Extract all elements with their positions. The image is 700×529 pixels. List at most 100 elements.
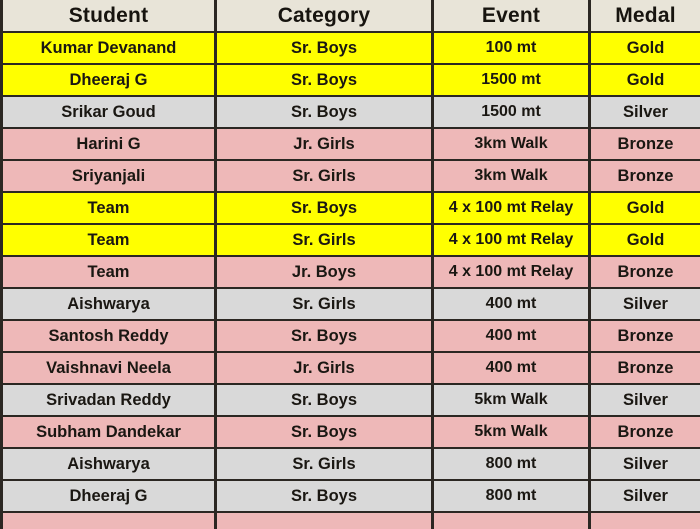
cell-event: 5km Walk <box>433 384 590 416</box>
cell-student-text: Kumar Devanand <box>41 39 177 57</box>
cell-student-text: Dheeraj G <box>70 487 148 505</box>
cell-category: Sr. Girls <box>216 288 433 320</box>
cell-medal <box>590 512 700 529</box>
cell-category-text: Sr. Boys <box>291 103 357 121</box>
cell-category-text: Sr. Girls <box>292 295 355 313</box>
cell-event-text: 1500 mt <box>481 71 541 88</box>
cell-category: Sr. Boys <box>216 320 433 352</box>
cell-student: Vaishnavi Neela <box>2 352 216 384</box>
cell-event-text: 5km Walk <box>474 423 547 440</box>
cell-medal-text: Gold <box>627 71 665 89</box>
cell-event-text: 3km Walk <box>474 167 547 184</box>
cell-medal: Bronze <box>590 256 700 288</box>
cell-event: 800 mt <box>433 480 590 512</box>
cell-student: Team <box>2 224 216 256</box>
cell-event-text: 4 x 100 mt Relay <box>449 263 574 280</box>
cell-category: Sr. Girls <box>216 448 433 480</box>
table-header-row: Student Category Event Medal <box>2 0 700 32</box>
cell-category-text: Sr. Boys <box>291 391 357 409</box>
cell-student: Subham Dandekar <box>2 416 216 448</box>
table-row: Aishwarya Sr. Girls 400 mt Silver <box>2 288 700 320</box>
cell-event: 400 mt <box>433 288 590 320</box>
cell-student <box>2 512 216 529</box>
cell-medal-text: Silver <box>623 295 668 313</box>
cell-student-text: Aishwarya <box>67 295 150 313</box>
cell-event-text: 4 x 100 mt Relay <box>449 231 574 248</box>
cell-student-text: Dheeraj G <box>70 71 148 89</box>
column-header-event: Event <box>433 0 590 32</box>
cell-student-text: Santosh Reddy <box>48 327 168 345</box>
cell-category: Sr. Girls <box>216 224 433 256</box>
cell-medal-text: Bronze <box>618 135 674 153</box>
cell-event <box>433 512 590 529</box>
cell-category: Jr. Girls <box>216 352 433 384</box>
cell-medal: Silver <box>590 448 700 480</box>
cell-category-text: Jr. Boys <box>292 263 356 281</box>
cell-event-text: 400 mt <box>486 359 537 376</box>
cell-category <box>216 512 433 529</box>
cell-medal: Silver <box>590 288 700 320</box>
cell-student-text: Team <box>88 231 130 249</box>
cell-category: Sr. Girls <box>216 160 433 192</box>
table-row: Srikar Goud Sr. Boys 1500 mt Silver <box>2 96 700 128</box>
cell-medal-text: Gold <box>627 199 665 217</box>
table-row: Dheeraj G Sr. Boys 800 mt Silver <box>2 480 700 512</box>
cell-event: 400 mt <box>433 320 590 352</box>
cell-medal: Bronze <box>590 320 700 352</box>
table-header: Student Category Event Medal <box>2 0 700 32</box>
cell-event-text: 400 mt <box>486 295 537 312</box>
cell-category: Sr. Boys <box>216 192 433 224</box>
cell-event: 4 x 100 mt Relay <box>433 224 590 256</box>
cell-category: Jr. Girls <box>216 128 433 160</box>
cell-event-text: 5km Walk <box>474 391 547 408</box>
cell-medal: Silver <box>590 384 700 416</box>
cell-category-text: Jr. Girls <box>293 359 354 377</box>
cell-event-text: 1500 mt <box>481 103 541 120</box>
table-row: Team Jr. Boys 4 x 100 mt Relay Bronze <box>2 256 700 288</box>
cell-student: Team <box>2 192 216 224</box>
table-row: Dheeraj G Sr. Boys 1500 mt Gold <box>2 64 700 96</box>
cell-student-text: Srikar Goud <box>61 103 155 121</box>
cell-category: Sr. Boys <box>216 384 433 416</box>
cell-category-text: Sr. Boys <box>291 327 357 345</box>
cell-student-text: Aishwarya <box>67 455 150 473</box>
cell-medal: Gold <box>590 64 700 96</box>
cell-medal: Bronze <box>590 352 700 384</box>
cell-category: Sr. Boys <box>216 480 433 512</box>
column-header-category: Category <box>216 0 433 32</box>
cell-event: 3km Walk <box>433 160 590 192</box>
cell-medal: Gold <box>590 224 700 256</box>
cell-event: 800 mt <box>433 448 590 480</box>
cell-student: Team <box>2 256 216 288</box>
table-row: Aishwarya Sr. Girls 800 mt Silver <box>2 448 700 480</box>
cell-medal: Silver <box>590 96 700 128</box>
cell-event: 4 x 100 mt Relay <box>433 256 590 288</box>
cell-category: Jr. Boys <box>216 256 433 288</box>
cell-medal-text: Bronze <box>618 167 674 185</box>
cell-category-text: Sr. Girls <box>292 455 355 473</box>
cell-category-text: Sr. Boys <box>291 71 357 89</box>
cell-medal-text: Bronze <box>618 359 674 377</box>
cell-event: 400 mt <box>433 352 590 384</box>
cell-category-text: Sr. Boys <box>291 39 357 57</box>
cell-category-text: Sr. Boys <box>291 487 357 505</box>
cell-medal: Gold <box>590 32 700 64</box>
cell-event: 4 x 100 mt Relay <box>433 192 590 224</box>
cell-category-text: Sr. Girls <box>292 167 355 185</box>
cell-student-text: Team <box>88 199 130 217</box>
cell-event-text: 3km Walk <box>474 135 547 152</box>
table-row: Team Sr. Boys 4 x 100 mt Relay Gold <box>2 192 700 224</box>
column-header-student: Student <box>2 0 216 32</box>
cell-medal-text: Silver <box>623 455 668 473</box>
cell-medal-text: Bronze <box>618 423 674 441</box>
cell-medal-text: Silver <box>623 487 668 505</box>
cell-category-text: Sr. Girls <box>292 231 355 249</box>
cell-category-text: Sr. Boys <box>291 199 357 217</box>
